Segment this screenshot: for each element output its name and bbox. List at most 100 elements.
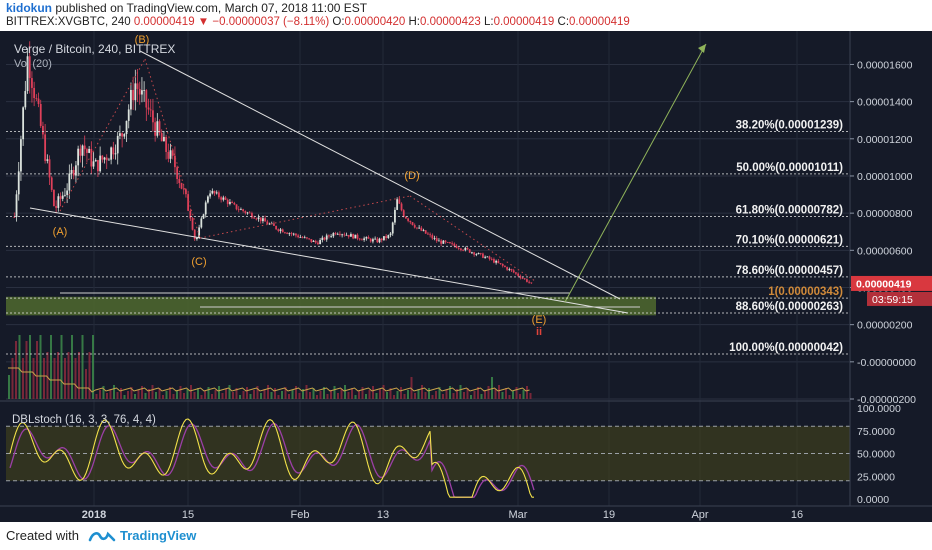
volume-bar <box>204 391 206 399</box>
wave-label: (B) <box>135 34 150 46</box>
volume-bar <box>67 352 70 399</box>
volume-bar <box>466 388 469 399</box>
volume-bar <box>18 335 21 399</box>
price-change: −0.00000037 (−8.11%) <box>212 16 330 28</box>
candle-body <box>207 196 209 203</box>
candle-body <box>64 194 66 196</box>
candle-body <box>433 238 436 239</box>
candle-body <box>191 218 194 230</box>
candle-body <box>26 56 29 92</box>
candle-body <box>451 243 454 245</box>
volume-bar <box>400 387 402 399</box>
candle-body <box>61 195 64 199</box>
candle-body <box>317 242 319 245</box>
volume-bar <box>162 395 164 399</box>
candle-body <box>273 223 275 226</box>
lower-trendline <box>29 207 629 314</box>
candle-body <box>28 56 31 79</box>
volume-bar <box>74 358 77 399</box>
chart-area[interactable]: (A) (B) (C) (D) (E) ii 38.20%(0.00001239) 50.0… <box>0 31 932 522</box>
candle-body <box>484 256 487 258</box>
candle-body <box>383 236 385 241</box>
candle-body <box>50 177 53 190</box>
volume-bar <box>71 335 73 399</box>
axes-layer: 0.00001600 0.00001400 0.00001200 0.00001000… <box>0 31 932 522</box>
candle-body <box>277 229 280 231</box>
volume-bar <box>372 386 374 399</box>
candle-body <box>407 218 410 221</box>
last-price: 0.00000419 <box>133 16 195 28</box>
candle-body <box>156 121 159 136</box>
candle-body <box>334 233 337 235</box>
candle-body <box>224 197 227 200</box>
candle-body <box>125 120 128 135</box>
candle-body <box>266 221 269 225</box>
volume-bar <box>113 385 115 399</box>
candle-body <box>145 90 148 108</box>
volume-bar <box>403 394 406 399</box>
candle-body <box>396 199 399 210</box>
candle-body <box>141 90 143 95</box>
candle-body <box>13 216 16 218</box>
candle-body <box>523 278 526 280</box>
chart-svg[interactable]: (A) (B) (C) (D) (E)ii 38.20%(0.00001239) 50.0… <box>0 31 932 522</box>
candle-body <box>418 227 421 229</box>
candle-body <box>97 160 99 172</box>
candle-body <box>464 247 467 251</box>
volume-bar <box>298 393 301 399</box>
volume-bar <box>95 394 98 399</box>
volume-bar <box>256 386 259 399</box>
volume-bar <box>452 393 455 399</box>
candle-body <box>127 109 130 121</box>
fib-level-label: 88.60%(0.00000263) <box>736 301 844 313</box>
candle-body <box>510 269 513 271</box>
volume-bar <box>333 386 336 399</box>
volume-bar <box>120 388 122 399</box>
candle-body <box>37 98 40 104</box>
candle-body <box>167 151 170 159</box>
candle-body <box>22 107 25 140</box>
zone-layer <box>6 296 656 316</box>
volume-bar <box>263 389 266 399</box>
volume-bar <box>477 387 479 399</box>
volume-bar <box>487 386 490 399</box>
volume-bar <box>43 358 45 399</box>
volume-bar <box>78 352 80 399</box>
volume-bar <box>270 392 273 399</box>
candle-body <box>77 148 80 166</box>
volume-bar <box>344 385 346 399</box>
candle-body <box>512 270 515 273</box>
candle-body <box>435 238 438 242</box>
candle-body <box>218 192 220 198</box>
candle-body <box>233 202 236 205</box>
author-link[interactable]: kidokun <box>6 1 53 15</box>
y-tick-label: 0.00000800 <box>857 208 913 220</box>
candle-body <box>519 275 522 278</box>
stoch-y-tick-label: 100.0000 <box>857 403 901 415</box>
candle-body <box>251 213 253 218</box>
volume-bar <box>207 387 210 399</box>
volume-bar <box>407 390 409 399</box>
volume-bar <box>186 389 189 399</box>
y-tick-label: -0.00000000 <box>857 357 916 369</box>
wave-connector <box>409 195 536 282</box>
volume-bar <box>473 391 476 399</box>
volume-bar <box>368 390 371 399</box>
candle-body <box>389 233 392 236</box>
candle-body <box>42 125 44 135</box>
candle-body <box>130 89 132 110</box>
candle-body <box>246 212 249 214</box>
volume-bar <box>470 395 472 399</box>
candle-body <box>242 209 245 212</box>
candle-body <box>354 234 357 239</box>
volume-ma-line <box>8 367 530 393</box>
candle-body <box>290 233 293 235</box>
price-layer <box>13 41 533 284</box>
volume-bar <box>386 392 388 399</box>
candle-body <box>495 260 498 263</box>
tradingview-brand[interactable]: TradingView <box>120 528 197 543</box>
candle-body <box>462 249 465 251</box>
candle-body <box>240 209 242 211</box>
candle-body <box>108 159 110 161</box>
candle-body <box>110 147 113 160</box>
